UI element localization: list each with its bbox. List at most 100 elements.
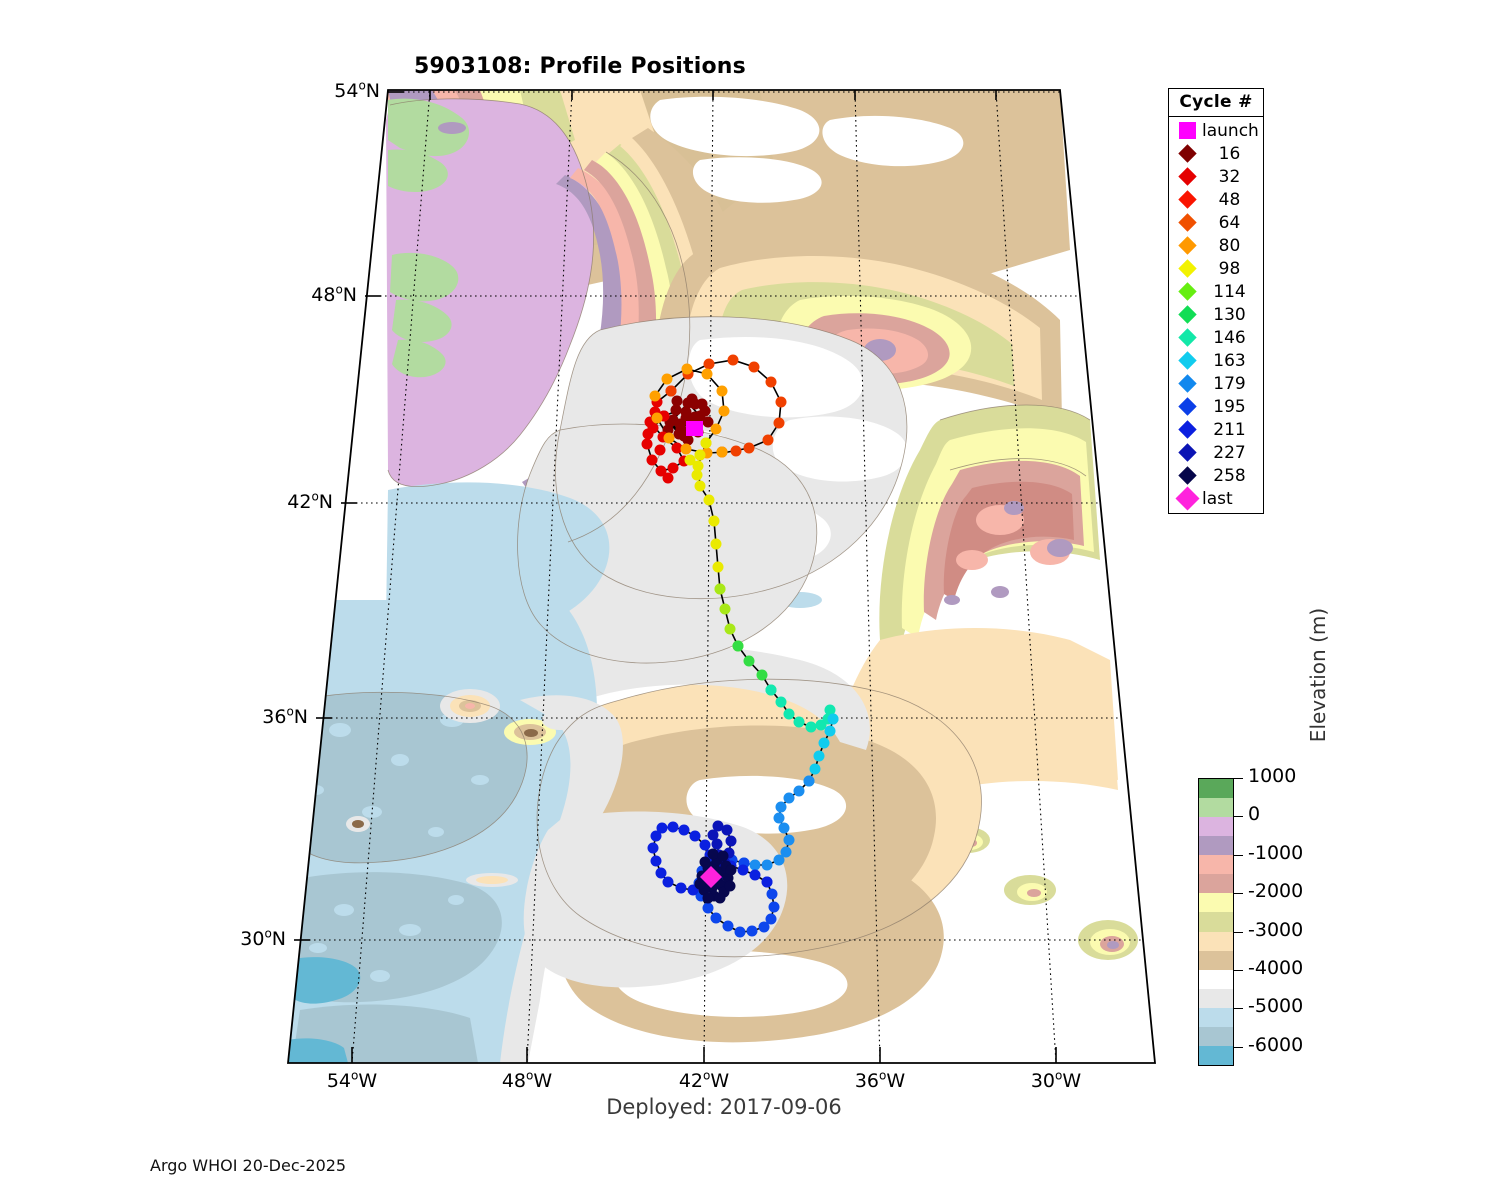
colorbar-ticklabel-2: -1000 (1248, 841, 1304, 864)
colorbar-tickmark-5 (1234, 970, 1243, 971)
legend-row-163[interactable]: 163 (1169, 349, 1263, 372)
legend-marker-diamond-icon (1174, 213, 1200, 232)
colorbar-ticklabel-6: -5000 (1248, 995, 1304, 1018)
legend-label: 163 (1213, 350, 1246, 371)
lon-tick-30: 30oW (1030, 1068, 1082, 1092)
colorbar-band-3 (1199, 836, 1233, 856)
legend-row-launch[interactable]: launch (1169, 119, 1263, 142)
legend-marker-diamond-icon (1174, 282, 1200, 301)
legend-row-48[interactable]: 48 (1169, 188, 1263, 211)
legend-entries[interactable]: launch 16 32 48 64 80 98 114 130 146 163 179 195 211 2… (1169, 117, 1263, 513)
legend-label: 114 (1213, 281, 1246, 302)
legend-row-64[interactable]: 64 (1169, 211, 1263, 234)
last-marker[interactable] (700, 866, 722, 888)
legend-marker-diamond-icon (1174, 420, 1200, 439)
legend-label: 98 (1218, 258, 1241, 279)
legend-label: 227 (1213, 442, 1246, 463)
legend-row-195[interactable]: 195 (1169, 395, 1263, 418)
legend-marker-diamond-icon (1174, 190, 1200, 209)
legend-row-114[interactable]: 114 (1169, 280, 1263, 303)
legend-label: last (1202, 488, 1233, 509)
legend-row-179[interactable]: 179 (1169, 372, 1263, 395)
colorbar-ticklabel-7: -6000 (1248, 1033, 1304, 1056)
colorbar-tickmark-1 (1234, 816, 1243, 818)
colorbar-tickmark-6 (1234, 1008, 1243, 1010)
legend-label: 80 (1218, 235, 1241, 256)
legend-marker-diamond-icon (1174, 259, 1200, 278)
colorbar-label: Elevation (m) (1306, 607, 1330, 743)
lat-tick-36: 36oN (262, 704, 308, 728)
cycle-legend[interactable]: Cycle # launch 16 32 48 64 80 98 114 130 146 163 17… (1168, 88, 1264, 514)
legend-label: 16 (1218, 143, 1241, 164)
legend-marker-diamond-icon (1174, 397, 1200, 416)
float-track[interactable] (641, 354, 839, 938)
legend-row-258[interactable]: 258 (1169, 464, 1263, 487)
bathymetry-map[interactable] (0, 0, 1200, 1120)
region-central-basin (386, 316, 908, 663)
lat-tick-54: 54oN (334, 78, 380, 102)
colorbar-band-5 (1199, 874, 1233, 894)
colorbar-ticks: 1000 0 -1000 -2000 -3000 -4000 -5000 -6000 (1234, 764, 1364, 1084)
bathymetry-layer (288, 90, 1155, 1063)
legend-marker-diamond-icon (1174, 328, 1200, 347)
colorbar-tickmark-2 (1234, 854, 1243, 856)
colorbar-ticklabel-4: -3000 (1248, 918, 1304, 941)
legend-marker-square-icon (1174, 122, 1200, 139)
colorbar-band-6 (1199, 893, 1233, 913)
colorbar-band-4 (1199, 855, 1233, 875)
legend-label: 195 (1213, 396, 1246, 417)
axis-ticks (294, 90, 1057, 1063)
legend-row-227[interactable]: 227 (1169, 441, 1263, 464)
colorbar-band-10 (1199, 969, 1233, 989)
legend-label: 146 (1213, 327, 1246, 348)
legend-row-16[interactable]: 16 (1169, 142, 1263, 165)
legend-label: 258 (1213, 465, 1246, 486)
legend-label: launch (1202, 120, 1259, 141)
legend-label: 48 (1218, 189, 1241, 210)
colorbar-band-0 (1199, 779, 1233, 799)
legend-marker-diamond-icon (1174, 374, 1200, 393)
legend-row-211[interactable]: 211 (1169, 418, 1263, 441)
colorbar-ticklabel-5: -4000 (1248, 957, 1304, 979)
legend-marker-diamond-icon (1174, 351, 1200, 370)
deployed-caption: Deployed: 2017-09-06 (606, 1095, 842, 1119)
colorbar-band-8 (1199, 931, 1233, 951)
legend-marker-diamond-icon (1174, 443, 1200, 462)
legend-row-146[interactable]: 146 (1169, 326, 1263, 349)
colorbar-band-14 (1199, 1045, 1233, 1065)
legend-label: 211 (1213, 419, 1246, 440)
legend-row-last[interactable]: last (1169, 486, 1263, 511)
colorbar-tickmark-3 (1234, 893, 1243, 895)
colorbar-ticklabel-0: 1000 (1248, 765, 1297, 787)
legend-row-98[interactable]: 98 (1169, 257, 1263, 280)
lon-tick-48: 48oW (501, 1068, 553, 1092)
lon-tick-54: 54oW (326, 1068, 378, 1092)
lon-tick-36: 36oW (854, 1068, 906, 1092)
legend-row-130[interactable]: 130 (1169, 303, 1263, 326)
legend-row-80[interactable]: 80 (1169, 234, 1263, 257)
legend-label: 64 (1218, 212, 1241, 233)
legend-row-32[interactable]: 32 (1169, 165, 1263, 188)
track-points-112-132 (714, 583, 744, 652)
legend-marker-diamond-icon (1174, 305, 1200, 324)
colorbar-band-12 (1199, 1007, 1233, 1027)
colorbar-ticklabel-3: -2000 (1248, 880, 1304, 903)
colorbar-ticklabel-1: 0 (1248, 803, 1261, 826)
lat-tick-42: 42oN (287, 489, 333, 513)
page-title: 5903108: Profile Positions (414, 54, 746, 79)
colorbar-band-11 (1199, 988, 1233, 1008)
colorbar-band-9 (1199, 950, 1233, 970)
legend-marker-diamond-large-icon (1174, 486, 1200, 511)
colorbar-band-1 (1199, 798, 1233, 818)
contour-lines (288, 98, 1091, 958)
colorbar-band-2 (1199, 817, 1233, 837)
colorbar-band-13 (1199, 1026, 1233, 1046)
legend-marker-diamond-icon (1174, 167, 1200, 186)
map-panel[interactable] (0, 0, 1200, 1120)
launch-marker[interactable] (686, 421, 703, 436)
legend-marker-diamond-icon (1174, 144, 1200, 163)
lon-tick-42: 42oW (678, 1068, 730, 1092)
colorbar-tickmark-7 (1234, 1046, 1243, 1048)
lat-tick-48: 48oN (311, 282, 357, 306)
legend-marker-diamond-icon (1174, 466, 1200, 485)
